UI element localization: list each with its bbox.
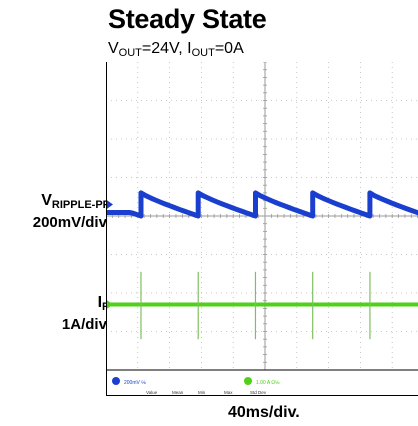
oscilloscope-plot: 200mV ℅ 1.00 A Ω℅ Value Mean Min Max Std Dev (106, 62, 418, 396)
measurement-header: Mean (172, 390, 184, 395)
subtitle-i-sub: OUT (191, 47, 215, 59)
timebase-label: 40ms/div. (228, 404, 300, 421)
ch2-scale: 1A/div. (61, 316, 110, 333)
ch2-name: I (97, 294, 103, 311)
ch1-readout-icon (112, 377, 120, 385)
ripple-trace (106, 190, 418, 219)
ch1-name-sub: RIPPLE-PP (51, 199, 110, 211)
subtitle-v: V (108, 40, 119, 57)
status-bar: 200mV ℅ 1.00 A Ω℅ Value Mean Min Max Std Dev (106, 369, 418, 395)
subtitle-i: I (187, 40, 192, 57)
subtitle-v-val: =24V, (141, 40, 188, 57)
channel1-label: VRIPPLE-PP 200mV/div. (33, 192, 110, 232)
ch1-scale: 200mV/div. (32, 214, 110, 231)
subtitle-i-val: =0A (214, 40, 244, 57)
traces (106, 190, 418, 340)
subtitle-v-sub: OUT (118, 47, 142, 59)
graticule (106, 62, 418, 371)
chart-subtitle: VOUT=24V, IOUT=0A (108, 40, 244, 59)
ch1-ground-marker (106, 199, 113, 210)
ch2-readout: 1.00 A Ω℅ (256, 380, 280, 386)
measurement-header: Std Dev (250, 390, 267, 395)
measurement-header: Max (224, 390, 233, 395)
ch2-readout-icon (244, 377, 252, 385)
ch2-ground-marker (106, 299, 113, 310)
measurement-headers: Value Mean Min Max Std Dev (146, 390, 267, 395)
ch1-readout: 200mV ℅ (124, 380, 146, 386)
measurement-header: Min (198, 390, 206, 395)
measurement-header: Value (146, 390, 158, 395)
channel2-label: IR 1A/div. (62, 294, 110, 334)
chart-title: Steady State (108, 4, 267, 34)
channel-markers (106, 199, 113, 310)
plot-background (106, 62, 418, 396)
ch1-name: V (41, 192, 52, 209)
